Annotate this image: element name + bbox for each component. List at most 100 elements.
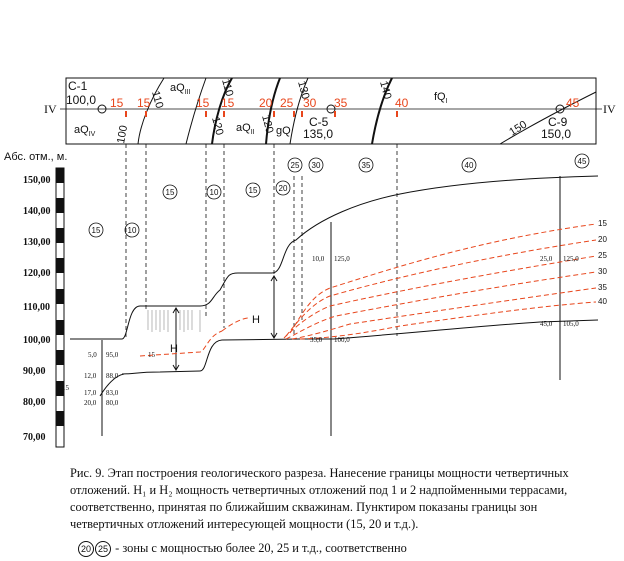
well-c5-top-elev: 125,0 (334, 255, 350, 263)
h1-label: H (170, 343, 178, 355)
elevation-label: 70,00 (23, 432, 46, 443)
svg-text:88,0: 88,0 (106, 372, 119, 380)
plan-red-label: 35 (334, 96, 348, 110)
zone-labels: 25 30 35 40 45 15 10 15 20 15 10 (92, 157, 587, 235)
zone-label: 45 (578, 157, 587, 166)
plan-contour-140 (371, 77, 393, 145)
svg-text:80,0: 80,0 (106, 399, 119, 407)
well-c9-bottom-elev: 105,0 (563, 320, 579, 328)
well-c5-top-depth: 10,0 (312, 255, 325, 263)
svg-text:83,0: 83,0 (106, 389, 119, 397)
caption-line: Рис. 9. Этап построения геологического р… (70, 466, 569, 480)
plan-well-c1-marker (97, 104, 107, 114)
plan-well-c5-name: С-5 (309, 115, 329, 129)
isoline-label: 30 (598, 267, 607, 276)
axis-title: Абс. отм., м. (4, 151, 67, 163)
zone-label: 40 (465, 161, 474, 170)
well-c5-bottom-elev: 100,0 (334, 336, 350, 344)
caption-line: отложений. H₁ и H₂ мощность четвертичных… (70, 483, 568, 497)
unit-aq-ii: aQII (236, 122, 255, 136)
isoline-label: 35 (598, 283, 607, 292)
well-c1-annotations: 5,0 95,0 12,0 88,0 17,0 83,0 20,0 80,0 (84, 351, 119, 407)
plan-red-label: 40 (395, 96, 409, 110)
projection-lines (125, 144, 398, 340)
svg-text:5,0: 5,0 (88, 351, 97, 359)
plan-contour-label-120a: 120 (209, 116, 225, 137)
zone-label: 25 (291, 161, 300, 170)
elevation-labels: 150,00 140,00 130,00 120,00 110,00 100,0… (23, 175, 51, 443)
elevation-label: 110,00 (23, 302, 50, 313)
h2-thickness-arrow (270, 275, 278, 339)
well-c5-bottom-depth: 35,0 (310, 336, 323, 344)
plan-red-label: 30 (303, 96, 317, 110)
plan-well-c5-elev: 135,0 (303, 127, 333, 141)
unit-aq-iii: aQIII (170, 82, 191, 96)
plan-well-c1-elev: 100,0 (66, 93, 96, 107)
plan-contour-120 (265, 77, 281, 145)
plan-well-c5-marker (326, 104, 336, 114)
svg-text:95,0: 95,0 (106, 351, 119, 359)
plan-contour-110a (185, 77, 207, 145)
caption-line: соответственно, принятая по ближайшим ск… (70, 500, 538, 514)
section-end-right: IV (603, 102, 616, 116)
caption-line: четвертичных отложений интересующей мощн… (70, 517, 419, 531)
elevation-label: 90,00 (23, 366, 46, 377)
isoline-labels: 15 20 25 30 35 40 (598, 219, 607, 306)
plan-well-c9-name: С-9 (548, 115, 568, 129)
legend-zone-25: 25 (95, 541, 111, 558)
svg-text:20,0: 20,0 (84, 399, 97, 407)
elevation-label: 140,00 (23, 206, 51, 217)
plan-well-c1-name: С-1 (68, 79, 88, 93)
well-c9-top-elev: 125,0 (563, 255, 579, 263)
plan-well-c9-elev: 150,0 (541, 127, 571, 141)
ground-surface (70, 175, 599, 340)
left-marker: 15 (62, 384, 70, 392)
elevation-label: 100,00 (23, 335, 51, 346)
zone-label: 15 (166, 188, 175, 197)
figure-caption: Рис. 9. Этап построения геологического р… (70, 465, 620, 533)
plan-frame (65, 77, 597, 145)
isolines (139, 223, 597, 357)
plan-red-label: 20 (259, 96, 273, 110)
plan-contour-100 (137, 77, 165, 145)
plan-contour-130 (289, 77, 309, 145)
elevation-label: 120,00 (23, 268, 51, 279)
elevation-label: 150,00 (23, 175, 51, 186)
svg-text:17,0: 17,0 (84, 389, 97, 397)
zone-label: 20 (279, 184, 288, 193)
isoline-label: 20 (598, 235, 607, 244)
plan-red-ticks (125, 111, 398, 117)
plan-red-label: 15 (221, 96, 235, 110)
zone-label: 15 (249, 186, 258, 195)
plan-red-label: 15 (196, 96, 210, 110)
section-end-left: IV (44, 102, 57, 116)
svg-text:12,0: 12,0 (84, 372, 97, 380)
isoline-label: 15 (598, 219, 607, 228)
zone-label: 15 (92, 226, 101, 235)
elevation-scale-bar (55, 167, 65, 448)
h1-thickness-arrow (172, 307, 180, 371)
plan-well-c9-marker (555, 104, 565, 114)
isoline-label: 25 (598, 251, 607, 260)
h2-label: H (252, 314, 260, 326)
unit-gq: gQ (276, 125, 291, 137)
well-c9-top-depth: 25,0 (540, 255, 553, 263)
well-c9-bottom-depth: 45,0 (540, 320, 553, 328)
caption-legend: 20 25 - зоны с мощностью более 20, 25 и т… (78, 541, 407, 558)
elevation-label: 130,00 (23, 237, 51, 248)
plan-contour-label-140: 140 (377, 80, 393, 101)
plan-red-label: 45 (566, 96, 580, 110)
plan-contour-label-100: 100 (115, 124, 130, 144)
quaternary-base (121, 319, 599, 375)
plan-contour-label-110a: 110 (149, 90, 165, 110)
plan-contour-150 (499, 91, 597, 145)
plan-red-label: 25 (280, 96, 294, 110)
plan-contour-label-120b: 120 (259, 114, 275, 135)
isoline-label: 40 (598, 297, 607, 306)
plan-red-label: 15 (137, 96, 151, 110)
legend-zone-20: 20 (78, 541, 94, 558)
terrace-hatch (147, 310, 201, 332)
plan-red-label: 15 (110, 96, 124, 110)
plan-contour-label-110b: 110 (219, 78, 235, 98)
